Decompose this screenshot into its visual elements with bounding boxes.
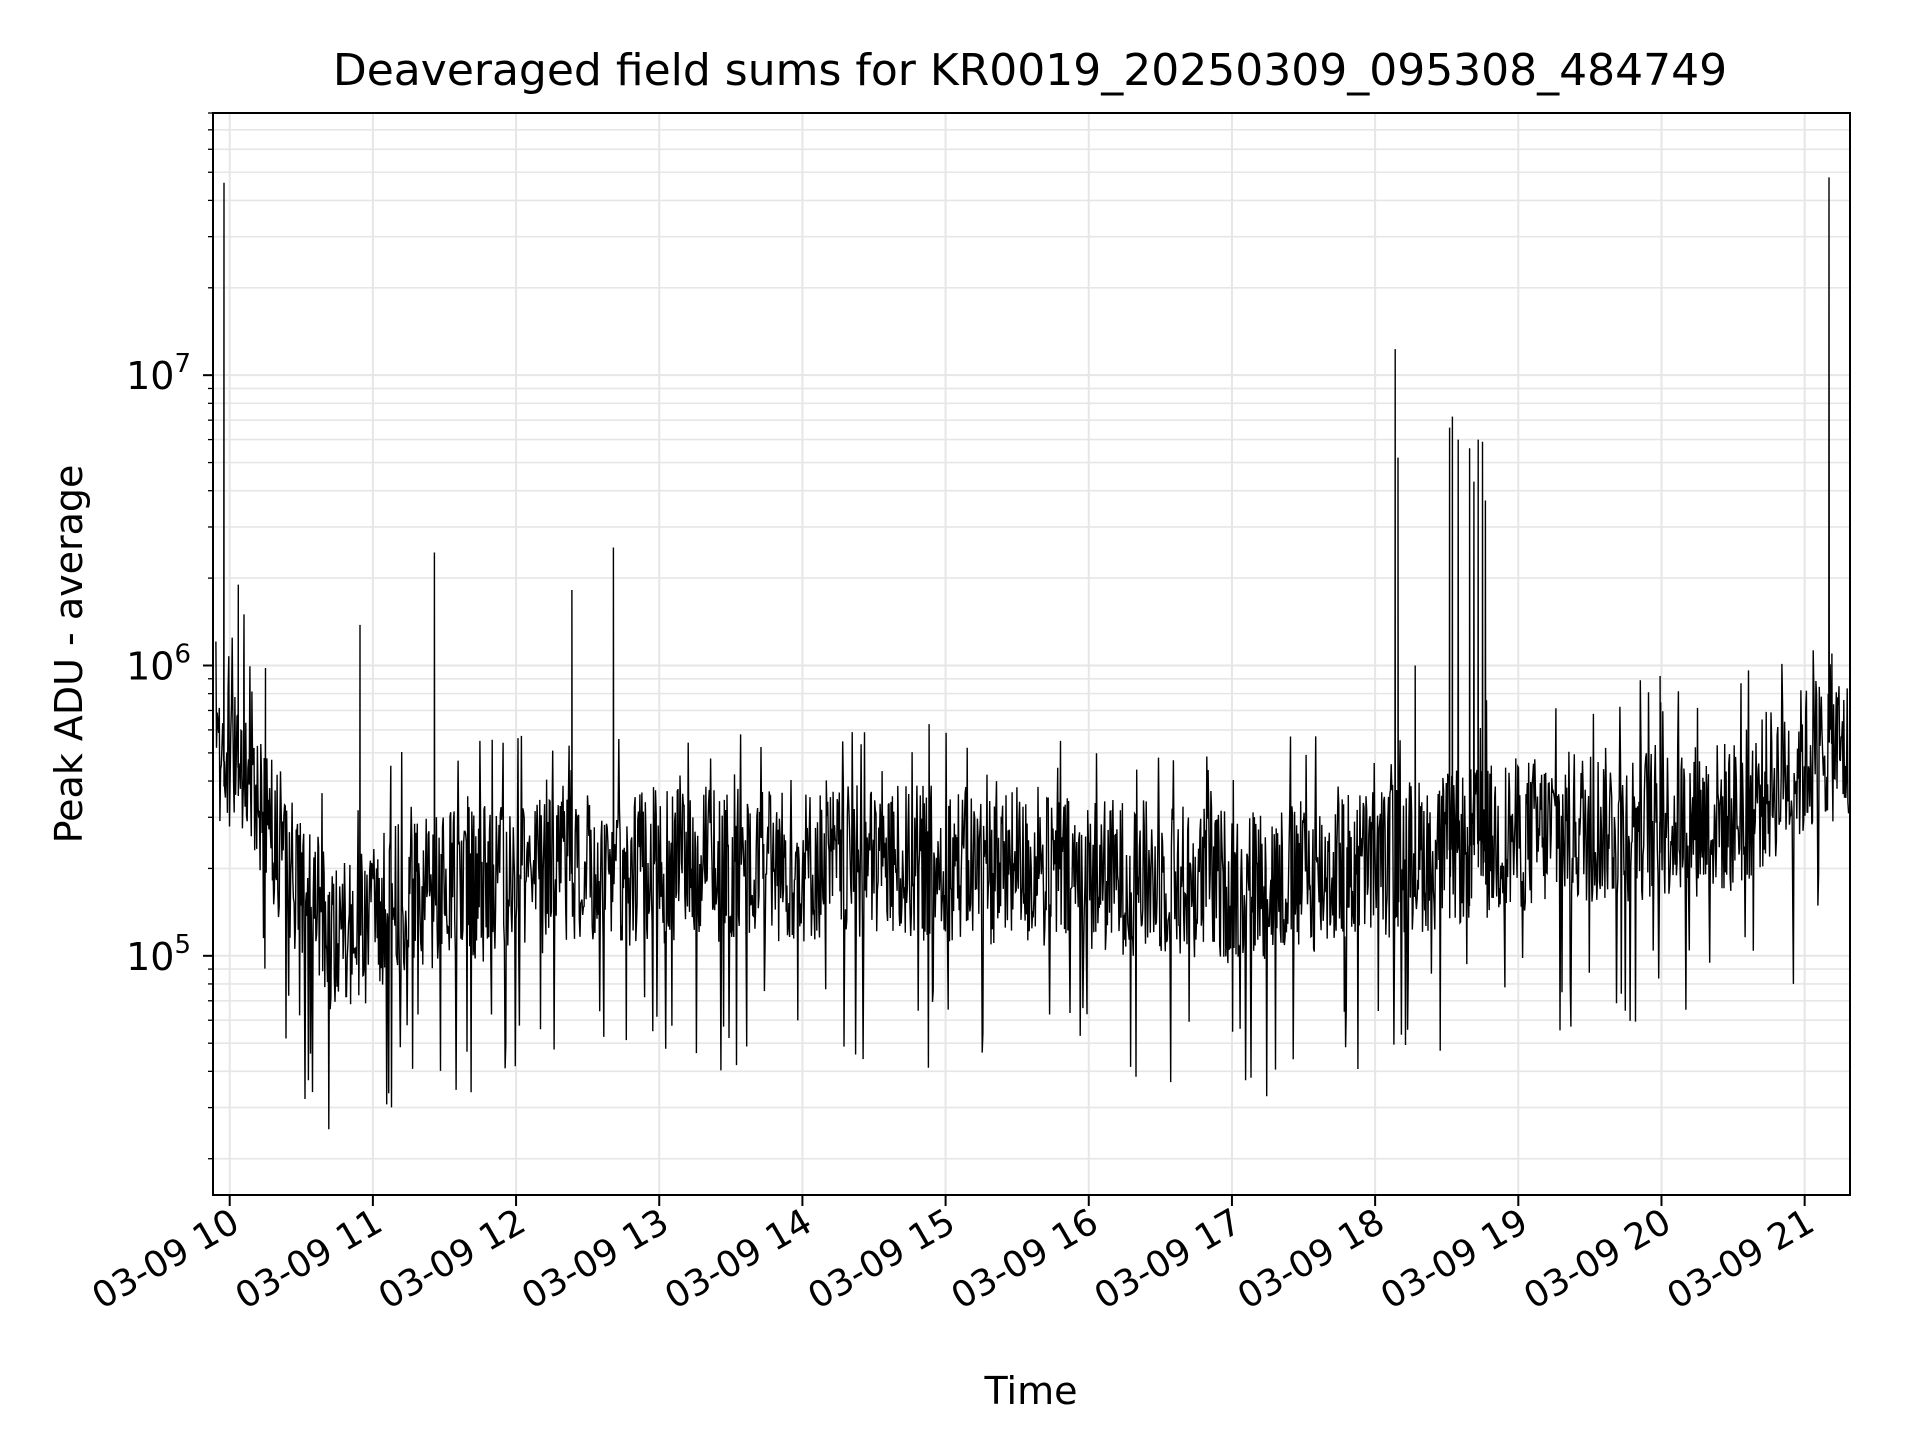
y-tick-label: 107 bbox=[126, 349, 191, 398]
x-tick-label: 03-09 17 bbox=[1088, 1201, 1249, 1317]
x-tick-label: 03-09 16 bbox=[945, 1201, 1106, 1317]
y-tick-label: 106 bbox=[126, 639, 191, 688]
y-axis-label: Peak ADU - average bbox=[47, 465, 91, 844]
x-tick-label: 03-09 14 bbox=[658, 1201, 819, 1317]
x-axis-label: Time bbox=[984, 1369, 1078, 1413]
x-tick-label: 03-09 21 bbox=[1660, 1201, 1821, 1317]
series-layer bbox=[215, 177, 1850, 1130]
plot-frame bbox=[212, 112, 1851, 1196]
x-tick-label: 03-09 11 bbox=[229, 1201, 390, 1317]
x-tick-label: 03-09 15 bbox=[801, 1201, 962, 1317]
grid bbox=[213, 112, 1850, 1195]
series-line bbox=[215, 177, 1850, 1130]
x-tick-label: 03-09 13 bbox=[515, 1201, 676, 1317]
x-tick-label: 03-09 20 bbox=[1517, 1201, 1678, 1317]
x-tick-label: 03-09 19 bbox=[1374, 1201, 1535, 1317]
x-tick-label: 03-09 18 bbox=[1231, 1201, 1392, 1317]
x-tick-label: 03-09 10 bbox=[86, 1201, 247, 1317]
x-tick-label: 03-09 12 bbox=[372, 1201, 533, 1317]
y-tick-label: 105 bbox=[126, 930, 191, 979]
chart-title: Deaveraged field sums for KR0019_2025030… bbox=[333, 45, 1727, 96]
y-axis: 105 106 107 bbox=[126, 112, 213, 1160]
